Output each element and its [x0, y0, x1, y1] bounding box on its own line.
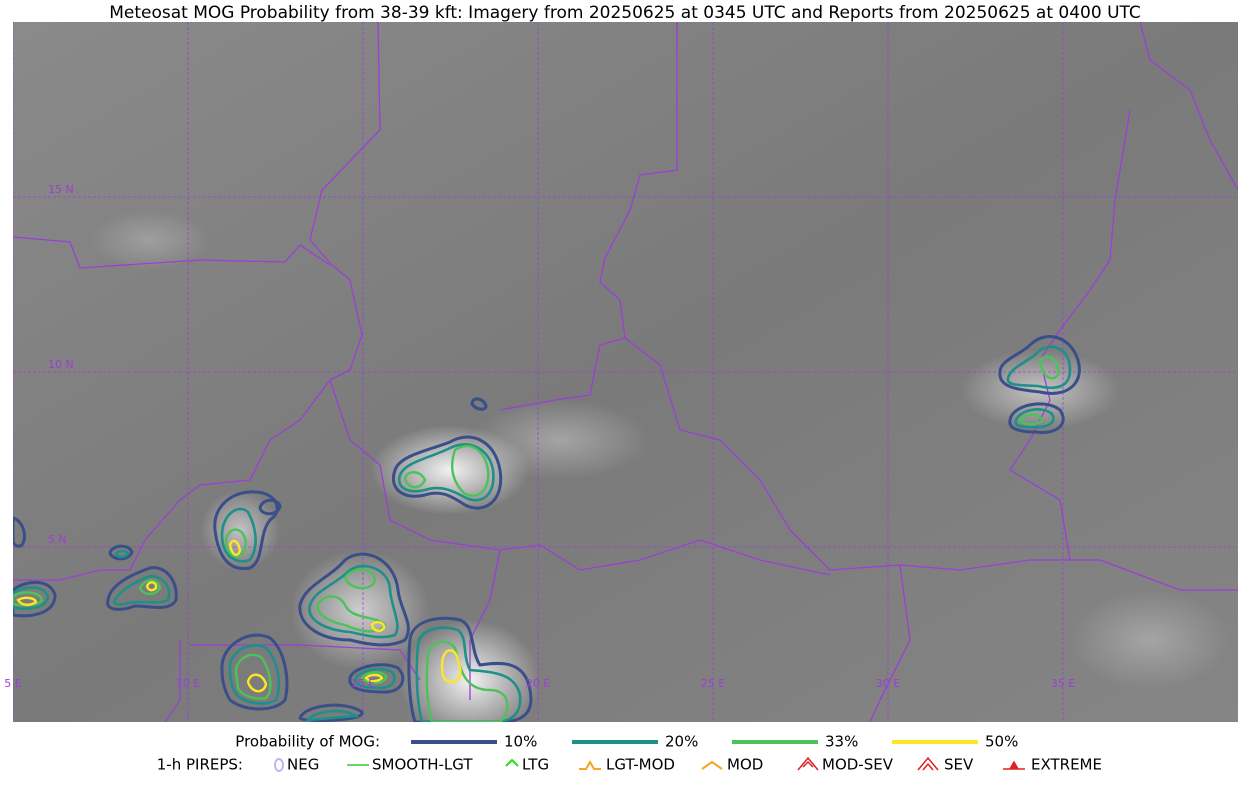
legend-label: LTG — [522, 756, 549, 774]
latitude-label: 15 N — [48, 183, 74, 196]
longitude-label: 10 E — [176, 677, 200, 690]
legend-label: 50% — [985, 733, 1018, 751]
latitude-label: 5 N — [48, 533, 67, 546]
longitude-label: 35 E — [1051, 677, 1075, 690]
graticule — [13, 22, 1238, 722]
longitude-label: 25 E — [701, 677, 725, 690]
legend-label: 10% — [504, 733, 537, 751]
legend-icon — [917, 756, 939, 771]
legend-label: EXTREME — [1031, 756, 1102, 774]
legend-icon — [1003, 760, 1025, 770]
longitude-label: 30 E — [876, 677, 900, 690]
latitude-label: 10 N — [48, 358, 74, 371]
legend-label: MOD — [727, 756, 763, 774]
legend-label: SEV — [944, 756, 974, 774]
legend-title: Probability of MOG: — [235, 733, 380, 751]
legend-title: 1-h PIREPS: — [157, 756, 243, 774]
borders — [13, 22, 1238, 722]
legend: Probability of MOG: 1-h PIREPS: 10% 20% 33… — [157, 733, 1102, 774]
legend-label: MOD-SEV — [822, 756, 894, 774]
legend-icon — [579, 759, 601, 770]
legend-label: 20% — [665, 733, 698, 751]
map — [13, 22, 1238, 722]
longitude-label: 15 E — [351, 677, 375, 690]
legend-icon — [797, 756, 819, 771]
mog-contours — [13, 335, 1081, 722]
title: Meteosat MOG Probability from 38-39 kft:… — [109, 3, 1141, 23]
legend-label: 33% — [825, 733, 858, 751]
legend-icon — [505, 758, 519, 767]
legend-icon — [274, 758, 284, 772]
longitude-label: 20 E — [526, 677, 550, 690]
legend-label: SMOOTH-LGT — [372, 756, 473, 774]
longitude-label: 5 E — [4, 677, 21, 690]
legend-icon — [701, 760, 723, 770]
legend-label: LGT-MOD — [606, 756, 675, 774]
legend-label: NEG — [287, 756, 319, 774]
